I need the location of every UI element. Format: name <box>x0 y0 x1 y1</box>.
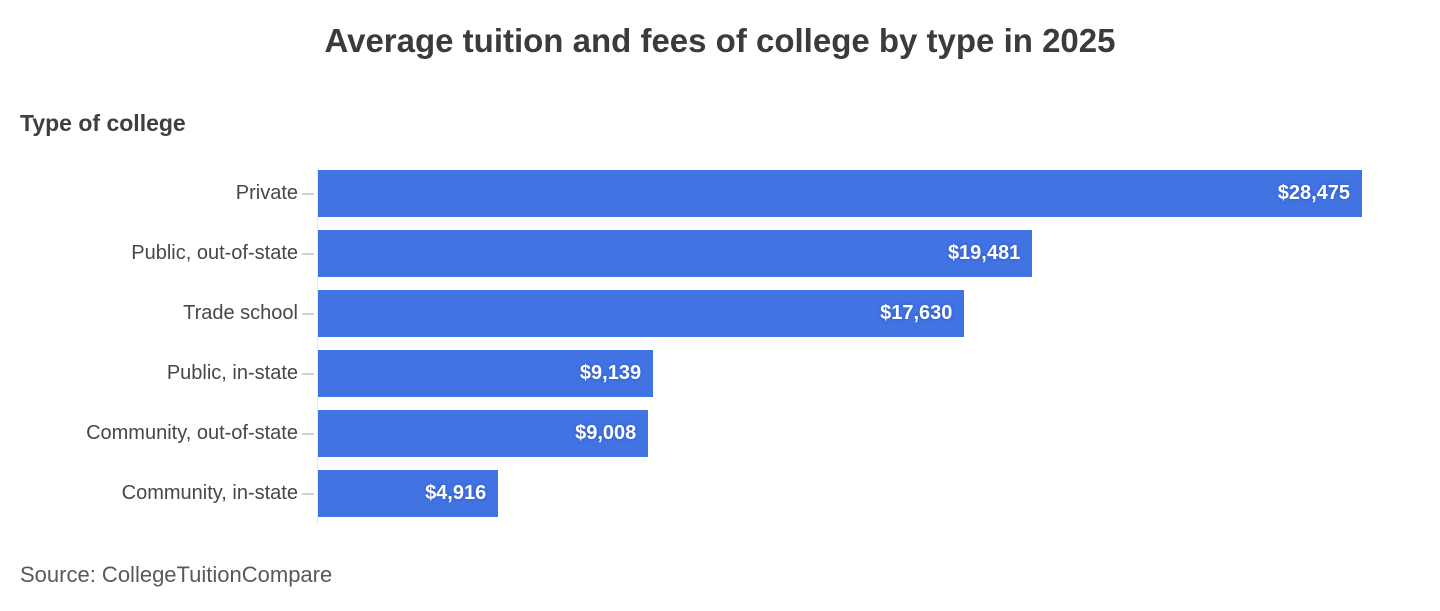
bar: $19,481 <box>318 230 1033 277</box>
axis-tick <box>302 192 314 195</box>
axis-tick <box>302 252 314 255</box>
bar-track: $9,139 <box>318 350 1362 397</box>
bar: $28,475 <box>318 170 1362 217</box>
bar: $9,139 <box>318 350 654 397</box>
bar-rows: Private $28,475 Public, out-of-state $19,48… <box>0 170 1440 517</box>
bar-track: $9,008 <box>318 410 1362 457</box>
bar-track: $19,481 <box>318 230 1362 277</box>
bar-row: Community, out-of-state $9,008 <box>0 410 1440 457</box>
bar-value-label: $19,481 <box>947 242 1021 264</box>
source-note: Source: CollegeTuitionCompare <box>20 562 333 587</box>
category-axis-title: Type of college <box>20 110 186 136</box>
bar-row: Community, in-state $4,916 <box>0 470 1440 517</box>
bar-plot: Private $28,475 Public, out-of-state $19,48… <box>0 170 1440 530</box>
category-label: Public, out-of-state <box>131 242 298 264</box>
bar-row: Private $28,475 <box>0 170 1440 217</box>
bar-track: $28,475 <box>318 170 1362 217</box>
bar: $4,916 <box>318 470 499 517</box>
axis-tick <box>302 312 314 315</box>
category-label: Private <box>235 182 298 204</box>
bar-row: Public, in-state $9,139 <box>0 350 1440 397</box>
axis-tick <box>302 432 314 435</box>
chart-title: Average tuition and fees of college by t… <box>324 22 1116 59</box>
category-label: Trade school <box>183 302 298 324</box>
category-label: Public, in-state <box>166 362 298 384</box>
axis-tick <box>302 372 314 375</box>
bar: $9,008 <box>318 410 649 457</box>
category-label: Community, out-of-state <box>86 422 298 444</box>
bar-value-label: $17,630 <box>880 302 953 324</box>
bar-value-label: $9,008 <box>575 422 637 444</box>
bar-value-label: $9,139 <box>579 362 642 384</box>
bar-value-label: $4,916 <box>425 482 487 504</box>
bar-row: Trade school $17,630 <box>0 290 1440 337</box>
bar-track: $17,630 <box>318 290 1362 337</box>
category-axis-line <box>317 170 318 524</box>
bar-value-label: $28,475 <box>1277 182 1350 204</box>
category-label: Community, in-state <box>121 482 298 504</box>
bar-row: Public, out-of-state $19,481 <box>0 230 1440 277</box>
bar-track: $4,916 <box>318 470 1362 517</box>
bar: $17,630 <box>318 290 965 337</box>
axis-tick <box>302 492 314 495</box>
